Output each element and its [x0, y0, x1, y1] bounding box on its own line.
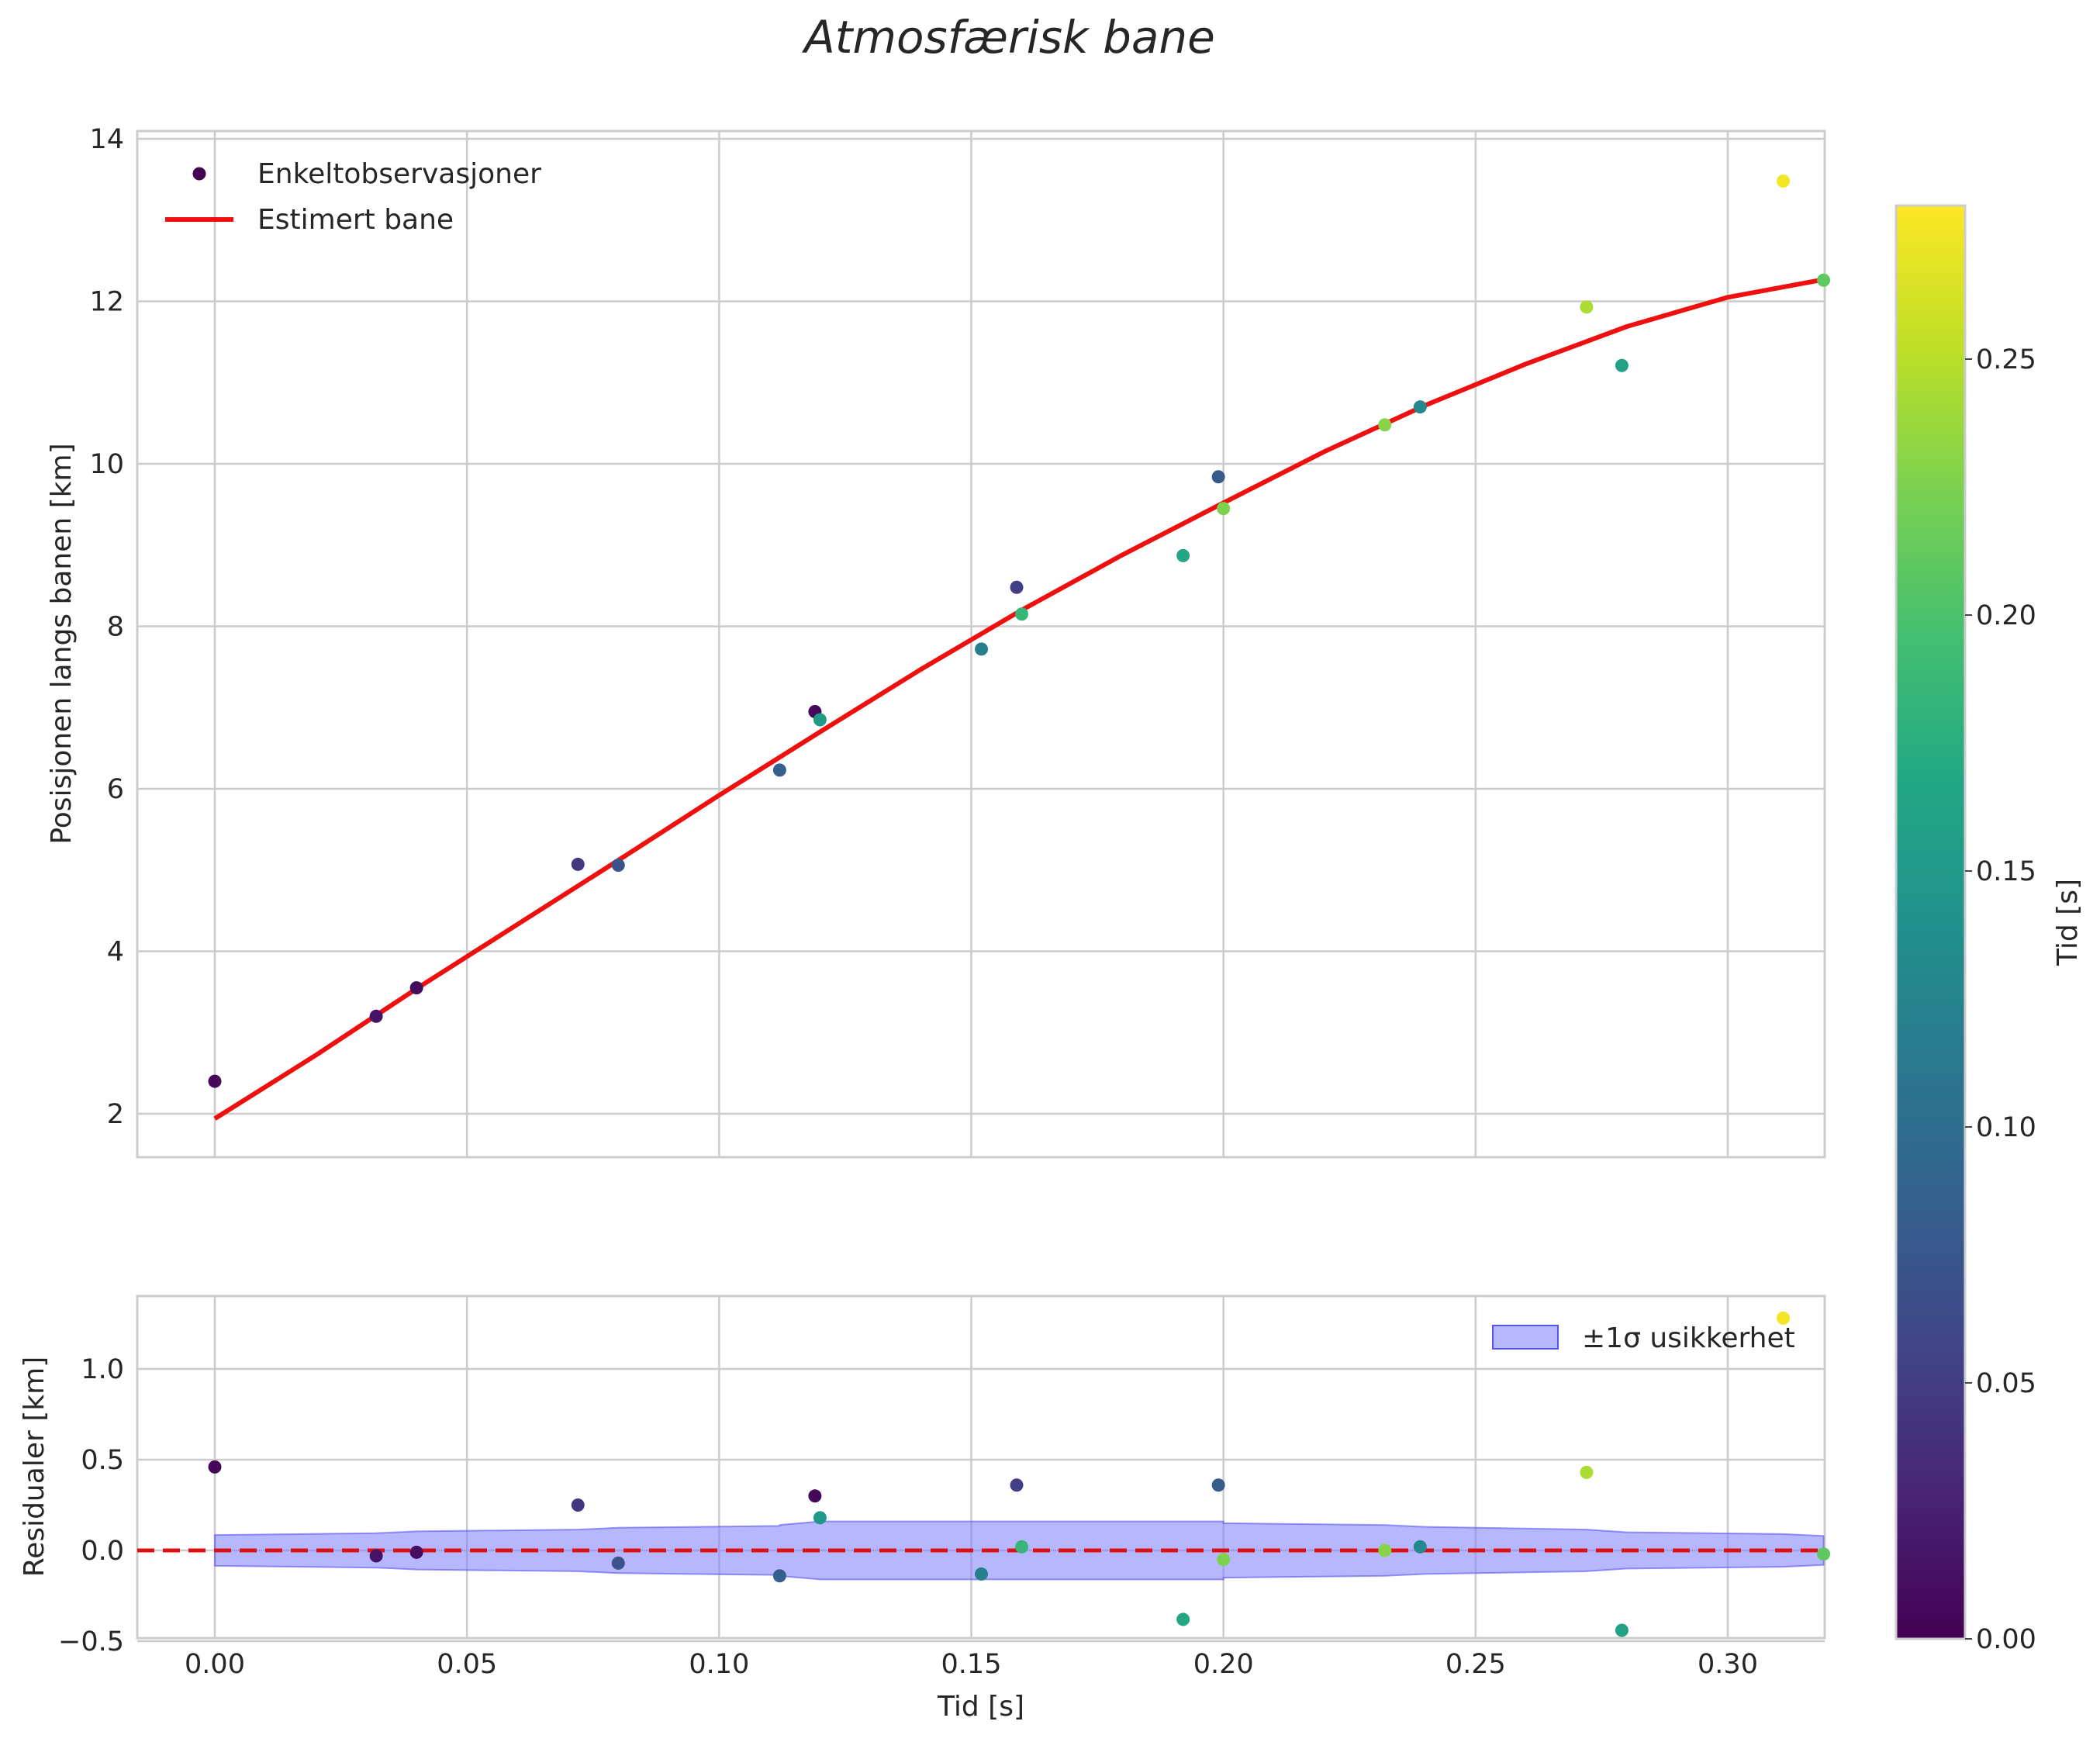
- residual-point: [813, 1511, 827, 1525]
- colorbar-tick-label: 0.25: [1976, 344, 2036, 375]
- bottom-y-tick-label: 0.0: [81, 1536, 124, 1567]
- top-y-tick-label: 6: [107, 774, 124, 805]
- x-tick-label: 0.30: [1698, 1649, 1758, 1680]
- residual-point: [1777, 1311, 1791, 1325]
- residual-point: [808, 1489, 822, 1503]
- observation-point: [1015, 607, 1029, 621]
- bottom-panel: −0.5 0.0 0.5 1.0 0.00 0.05 0.10 0.15 0.20 0.25 0.3…: [19, 1294, 1831, 1723]
- colorbar-ticks: 0.00 0.05 0.10 0.15 0.20 0.25: [1965, 344, 2036, 1655]
- observation-point: [1615, 358, 1629, 372]
- legend-band-label: ±1σ usikkerhet: [1582, 1322, 1795, 1354]
- top-y-tick-label: 14: [89, 124, 124, 155]
- observation-point: [1211, 470, 1225, 484]
- residual-point: [1176, 1612, 1190, 1626]
- colorbar-tick-label: 0.20: [1976, 600, 2036, 631]
- colorbar-tick-label: 0.05: [1976, 1368, 2036, 1399]
- residual-point: [409, 1545, 423, 1559]
- colorbar-tick-label: 0.15: [1976, 856, 2036, 887]
- residual-point: [1015, 1540, 1029, 1554]
- top-y-tick-label: 12: [89, 287, 124, 318]
- observation-point: [813, 713, 827, 727]
- observation-point: [1378, 418, 1392, 432]
- residual-point: [1217, 1553, 1231, 1567]
- colorbar-tick-label: 0.00: [1976, 1624, 2036, 1655]
- residual-point: [1413, 1540, 1427, 1554]
- bottom-legend: ±1σ usikkerhet: [1492, 1322, 1795, 1354]
- x-axis-label: Tid [s]: [937, 1691, 1024, 1723]
- top-y-tick-label: 2: [107, 1099, 124, 1130]
- observation-point: [369, 1009, 383, 1023]
- chart-title: Atmosfærisk bane: [801, 11, 1215, 64]
- colorbar-label: Tid [s]: [2052, 879, 2084, 966]
- residual-point: [1010, 1478, 1024, 1492]
- observation-point: [409, 981, 423, 995]
- bottom-y-tick-label: 0.5: [81, 1445, 124, 1476]
- legend-line-label: Estimert bane: [257, 204, 454, 236]
- bottom-y-tick-label: 1.0: [81, 1354, 124, 1385]
- observation-point: [1580, 300, 1594, 314]
- top-y-tick-label: 4: [107, 937, 124, 968]
- residual-point: [369, 1549, 383, 1563]
- observation-points: [208, 174, 1831, 1088]
- legend-scatter-label: Enkeltobservasjoner: [257, 158, 541, 190]
- observation-point: [1010, 580, 1024, 594]
- top-y-tick-label: 8: [107, 612, 124, 643]
- residual-point: [208, 1460, 222, 1474]
- residual-point: [571, 1498, 585, 1512]
- top-panel: 2 4 6 8 10 12 14 Posisjonen langs banen [km] E…: [46, 124, 1831, 1159]
- top-y-axis-label: Posisjonen langs banen [km]: [46, 443, 78, 844]
- x-tick-label: 0.15: [941, 1649, 1002, 1680]
- top-grid: 2 4 6 8 10 12 14: [89, 124, 1825, 1157]
- legend-scatter-marker: [192, 167, 206, 181]
- observation-point: [1413, 400, 1427, 414]
- observation-point: [1217, 502, 1231, 516]
- observation-point: [1176, 548, 1190, 562]
- bottom-y-tick-label: −0.5: [58, 1626, 124, 1657]
- observation-point: [1777, 174, 1791, 188]
- residual-point: [975, 1567, 989, 1581]
- colorbar-tick-label: 0.10: [1976, 1112, 2036, 1143]
- residual-point: [772, 1569, 786, 1583]
- observation-point: [208, 1074, 222, 1088]
- top-legend: Enkeltobservasjoner Estimert bane: [165, 158, 541, 236]
- residual-point: [611, 1556, 625, 1570]
- observation-point: [772, 763, 786, 777]
- residual-point: [1378, 1543, 1392, 1557]
- x-tick-label: 0.25: [1445, 1649, 1506, 1680]
- top-y-tick-label: 10: [89, 449, 124, 480]
- observation-point: [1817, 273, 1831, 287]
- residual-point: [1615, 1623, 1629, 1637]
- x-tick-label: 0.20: [1193, 1649, 1254, 1680]
- residual-points: [208, 1311, 1831, 1637]
- residual-point: [1211, 1478, 1225, 1492]
- bottom-plot-area: [136, 1294, 1826, 1640]
- residual-point: [1817, 1547, 1831, 1561]
- legend-band-marker: [1492, 1325, 1559, 1350]
- colorbar-gradient: [1894, 204, 1967, 1640]
- colorbar: 0.00 0.05 0.10 0.15 0.20 0.25 Tid [s]: [1894, 204, 2084, 1655]
- bottom-y-axis-label: Residualer [km]: [19, 1357, 50, 1577]
- observation-point: [571, 857, 585, 871]
- x-tick-label: 0.00: [185, 1649, 245, 1680]
- residual-point: [1580, 1465, 1594, 1479]
- observation-point: [611, 858, 625, 872]
- x-tick-label: 0.10: [689, 1649, 749, 1680]
- x-tick-label: 0.05: [437, 1649, 497, 1680]
- observation-point: [975, 642, 989, 656]
